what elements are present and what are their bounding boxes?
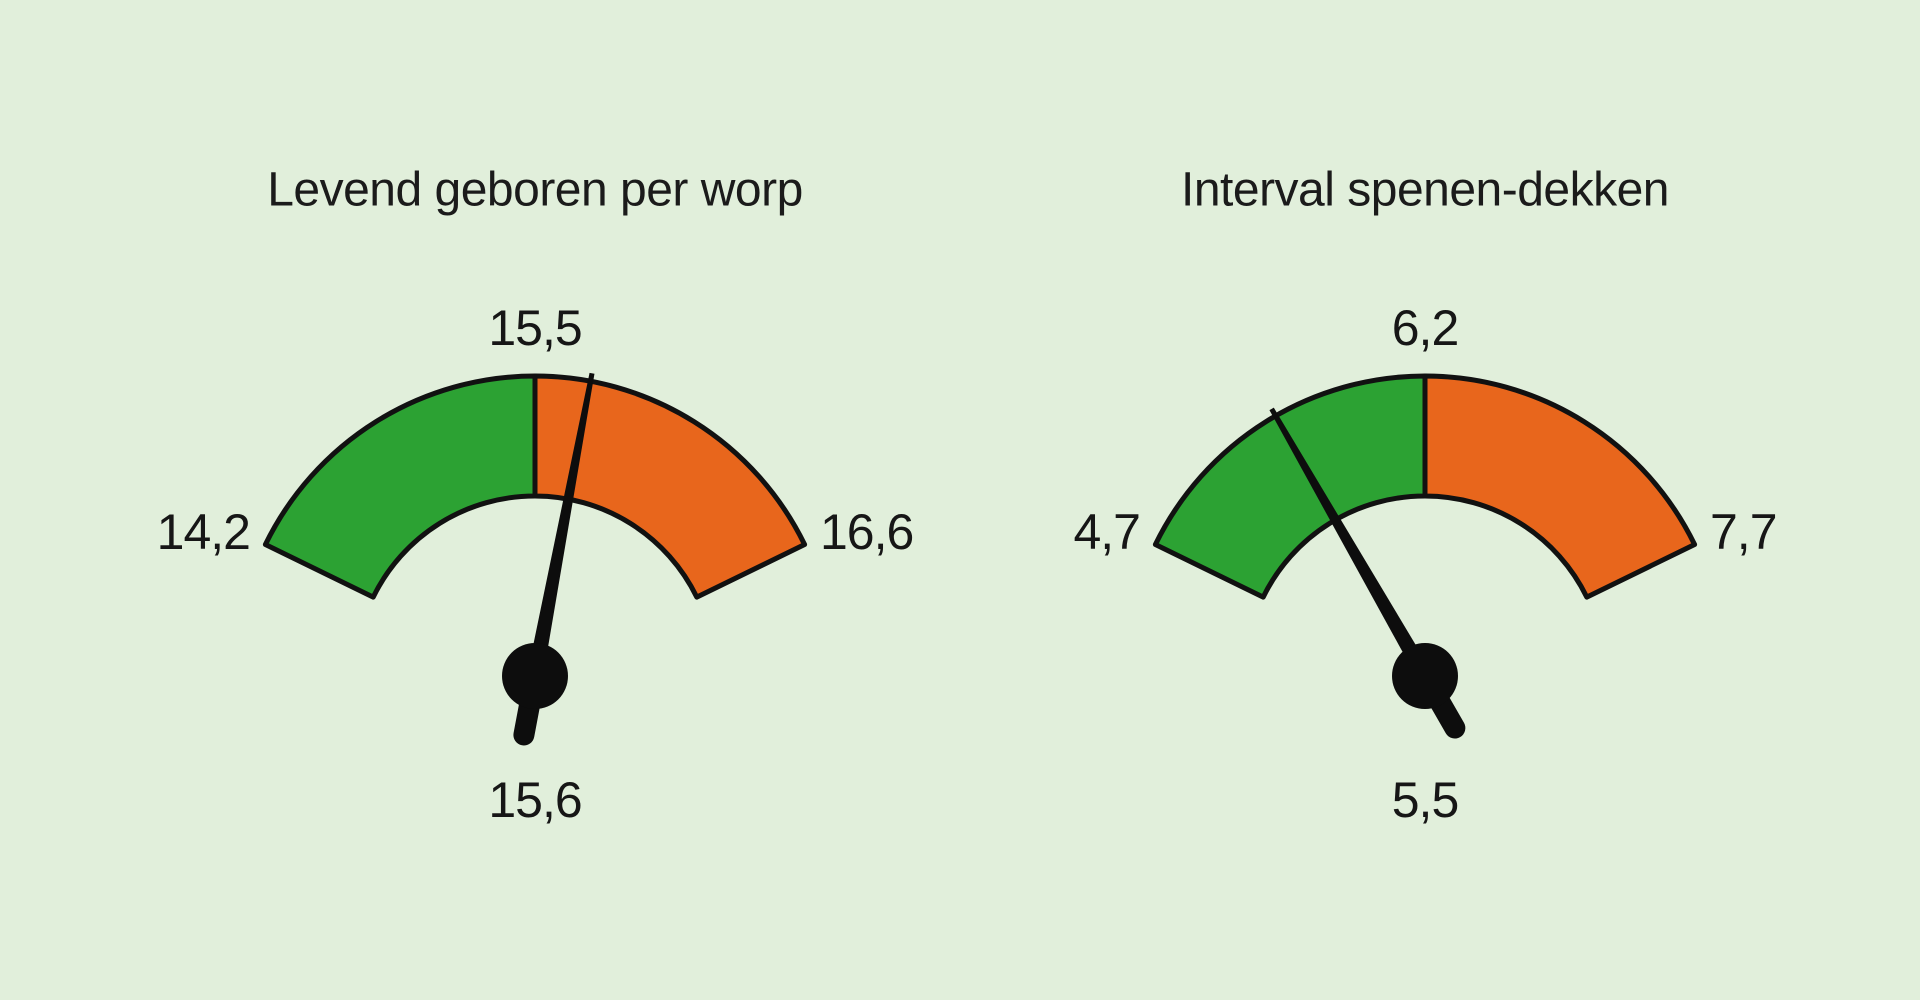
gauge-orange-segment <box>1422 373 1698 600</box>
gauge-needle <box>527 372 595 678</box>
needle-hub <box>502 643 568 709</box>
gauge-drawing-1 <box>1152 373 1698 739</box>
gauge-drawing-0 <box>262 372 808 746</box>
gauge-needle <box>1269 407 1432 680</box>
needle-hub <box>1392 643 1458 709</box>
gauge-green-segment <box>262 373 538 600</box>
gauge-green-segment <box>1152 373 1428 600</box>
gauge-orange-segment <box>532 373 808 600</box>
